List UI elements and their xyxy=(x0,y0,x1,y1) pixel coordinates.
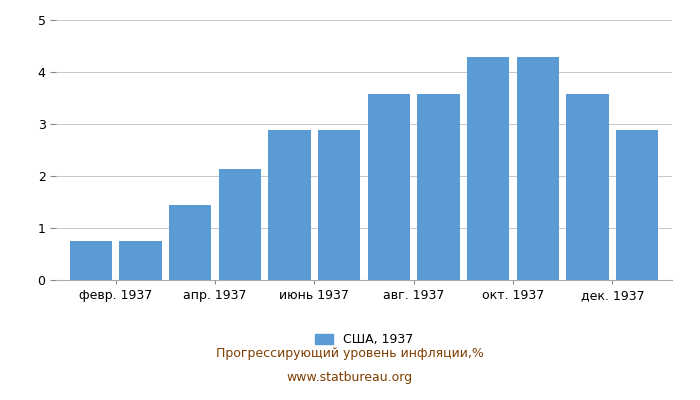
Bar xyxy=(169,205,211,280)
Bar xyxy=(218,169,261,280)
Bar xyxy=(119,241,162,280)
Text: Прогрессирующий уровень инфляции,%: Прогрессирующий уровень инфляции,% xyxy=(216,348,484,360)
Bar xyxy=(517,57,559,280)
Bar xyxy=(417,94,460,280)
Text: www.statbureau.org: www.statbureau.org xyxy=(287,372,413,384)
Bar xyxy=(268,130,311,280)
Bar xyxy=(70,241,112,280)
Bar xyxy=(318,130,360,280)
Bar xyxy=(616,130,658,280)
Bar xyxy=(566,94,609,280)
Bar xyxy=(368,94,410,280)
Legend: США, 1937: США, 1937 xyxy=(314,333,414,346)
Bar xyxy=(467,57,510,280)
